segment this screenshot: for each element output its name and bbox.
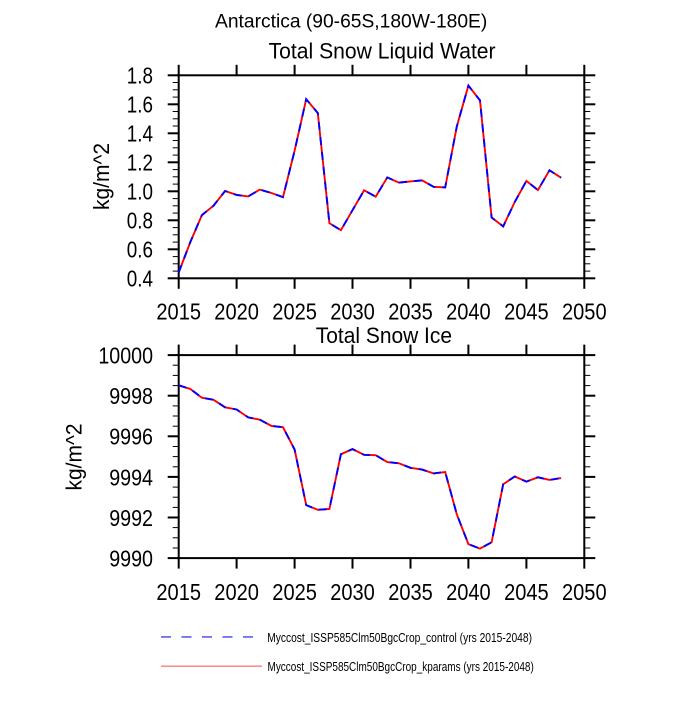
svg-text:2030: 2030: [330, 299, 375, 325]
svg-text:kg/m^2: kg/m^2: [62, 424, 87, 491]
svg-text:2030: 2030: [330, 579, 375, 605]
svg-text:1.6: 1.6: [127, 92, 153, 118]
svg-text:2020: 2020: [214, 579, 259, 605]
svg-text:1.0: 1.0: [127, 179, 153, 205]
svg-text:2015: 2015: [156, 579, 201, 605]
svg-text:Myccost_ISSP585Clm50BgcCrop_kp: Myccost_ISSP585Clm50BgcCrop_kparams (yrs…: [268, 660, 534, 674]
svg-text:2035: 2035: [388, 579, 433, 605]
svg-text:0.6: 0.6: [127, 237, 153, 263]
svg-text:1.2: 1.2: [127, 150, 153, 176]
svg-text:kg/m^2: kg/m^2: [89, 143, 114, 210]
svg-text:Antarctica (90-65S,180W-180E): Antarctica (90-65S,180W-180E): [215, 12, 487, 33]
svg-text:Total Snow Liquid Water: Total Snow Liquid Water: [269, 39, 497, 64]
svg-text:9996: 9996: [109, 424, 153, 450]
svg-text:1.4: 1.4: [127, 121, 153, 147]
svg-text:9990: 9990: [109, 546, 153, 572]
svg-text:2025: 2025: [272, 299, 317, 325]
svg-text:2015: 2015: [156, 299, 201, 325]
svg-text:2040: 2040: [446, 579, 491, 605]
svg-text:2050: 2050: [562, 299, 607, 325]
svg-text:2035: 2035: [388, 299, 433, 325]
svg-text:2020: 2020: [214, 299, 259, 325]
svg-text:9998: 9998: [109, 383, 153, 409]
svg-text:0.8: 0.8: [127, 208, 153, 234]
svg-text:2050: 2050: [562, 579, 607, 605]
svg-text:0.4: 0.4: [127, 266, 153, 292]
svg-text:Myccost_ISSP585Clm50BgcCrop_co: Myccost_ISSP585Clm50BgcCrop_control (yrs…: [267, 631, 532, 645]
svg-text:2045: 2045: [504, 299, 549, 325]
svg-text:9994: 9994: [109, 464, 153, 490]
svg-text:2025: 2025: [272, 579, 317, 605]
svg-text:9992: 9992: [109, 505, 153, 531]
svg-text:1.8: 1.8: [127, 63, 153, 89]
svg-text:10000: 10000: [98, 343, 153, 369]
svg-text:2045: 2045: [504, 579, 549, 605]
svg-text:2040: 2040: [446, 299, 491, 325]
svg-text:Total Snow Ice: Total Snow Ice: [316, 323, 452, 348]
